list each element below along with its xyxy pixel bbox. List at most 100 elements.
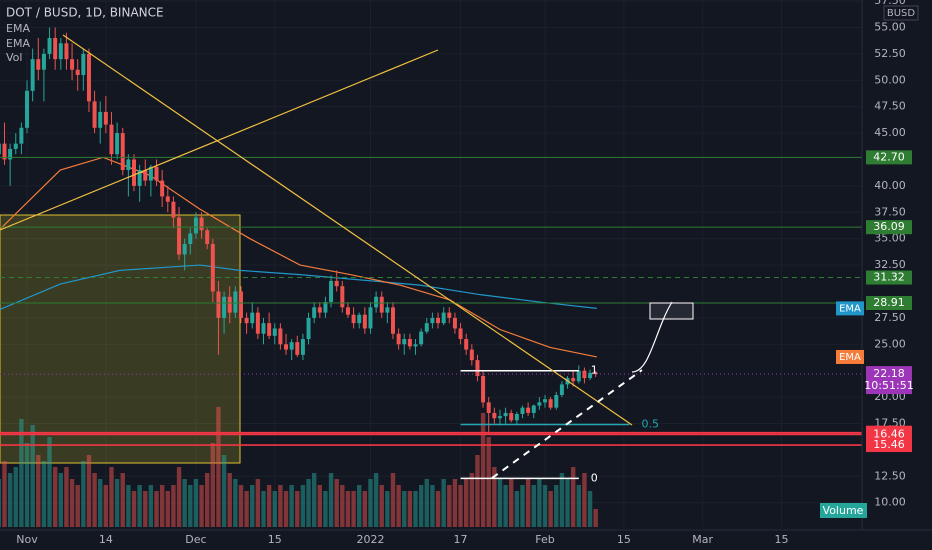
candle-body (81, 53, 86, 75)
volume-bar (531, 485, 536, 527)
x-tick-label: 15 (774, 533, 788, 546)
volume-bar (441, 479, 446, 527)
candle-body (447, 312, 452, 318)
y-tick-label: 27.50 (874, 311, 906, 324)
candle-body (390, 307, 395, 334)
candle-body (227, 296, 232, 313)
candle-body (329, 280, 334, 303)
y-tick-label: 50.00 (874, 73, 906, 86)
volume-bar (509, 479, 514, 527)
volume-bar (272, 491, 277, 527)
y-tick-label: 55.00 (874, 20, 906, 33)
candle-body (317, 307, 322, 313)
indicator-label: Vol (6, 51, 22, 64)
candle-body (441, 312, 446, 324)
price-tag (866, 427, 912, 442)
volume-bar (520, 485, 525, 527)
candle-body (289, 342, 294, 350)
fib-label: 1 (591, 364, 598, 377)
volume-bar (430, 485, 435, 527)
marks: 10.50 (0, 27, 862, 527)
candle-body (92, 101, 97, 128)
ema-tag (836, 301, 864, 316)
fib-label: 0 (591, 471, 598, 484)
volume-bar (69, 479, 75, 527)
y-tick-label: 12.50 (874, 469, 906, 482)
volume-bar (447, 485, 452, 527)
volume-bar (413, 491, 418, 527)
candle-body (250, 312, 255, 324)
volume-bar (340, 485, 345, 527)
candle-body (509, 412, 514, 421)
volume-bar (109, 467, 114, 527)
volume-bar (137, 485, 142, 527)
candle-body (312, 307, 317, 318)
candle-body (53, 38, 58, 60)
trend-line (0, 49, 439, 231)
volume-bar (131, 491, 137, 527)
volume-bar (345, 491, 351, 527)
candle-body (160, 180, 165, 197)
candle-body (571, 378, 576, 382)
y-tick-label: 32.50 (874, 258, 906, 271)
volume-bar (233, 479, 238, 527)
candle-body (261, 323, 266, 334)
candle-body (126, 159, 131, 171)
volume-bar (159, 485, 165, 527)
candle-body (526, 407, 531, 413)
price-tag-label: 15.46 (873, 438, 905, 451)
volume-bar (244, 491, 249, 527)
volume-bar (300, 485, 306, 527)
volume-bar (373, 473, 379, 527)
unit-box (883, 5, 919, 21)
ema-tag-label: EMA (839, 303, 861, 314)
candle-body (41, 53, 46, 70)
candle-body (182, 243, 187, 255)
volume-bar (368, 479, 373, 527)
candle-body (238, 291, 243, 318)
candle-body (300, 339, 305, 355)
volume-tag (820, 503, 867, 518)
volume-bar (311, 473, 317, 527)
volume-bar (537, 479, 542, 527)
candle-body (593, 372, 598, 375)
candle-body (284, 344, 289, 350)
volume-bar (171, 485, 176, 527)
chart-title: DOT / BUSD, 1D, BINANCE (6, 6, 164, 20)
candle-body (188, 233, 193, 244)
y-tick-label: 25.00 (874, 337, 906, 350)
candle-body (357, 314, 362, 324)
volume-bar (227, 473, 232, 527)
candle-body (115, 133, 120, 155)
volume-bar (261, 491, 266, 527)
volume-bar (255, 479, 261, 527)
volume-bar (390, 473, 396, 527)
x-tick-label: Feb (535, 533, 554, 546)
candle-body (8, 148, 13, 160)
volume-bar (126, 485, 131, 527)
volume-bar (385, 491, 390, 527)
projection-curve (631, 301, 673, 373)
candle-body (137, 170, 142, 186)
y-tick-label: 40.00 (874, 179, 906, 192)
x-tick-label: 15 (617, 533, 631, 546)
volume-bar (334, 479, 339, 527)
candle-body (25, 90, 30, 128)
price-tag-label: 42.70 (873, 150, 905, 163)
price-tag (866, 270, 912, 285)
volume-bar (469, 473, 475, 527)
price-tag (866, 438, 912, 453)
candle-body (464, 339, 469, 350)
target-box (649, 302, 694, 320)
candle-body (70, 59, 75, 70)
projection-line (491, 369, 643, 479)
candle-body (98, 111, 103, 128)
volume-bar (295, 491, 300, 527)
volume-bar (216, 407, 221, 527)
volume-bar (587, 491, 593, 527)
candle-body (165, 196, 170, 202)
volume-bar (176, 467, 182, 527)
volume-bar (525, 479, 531, 527)
axis-labels: 57.50 55.00 52.50 50.00 47.50 45.00 40.00 37.50… (16, 0, 913, 546)
candle-body (306, 317, 311, 340)
